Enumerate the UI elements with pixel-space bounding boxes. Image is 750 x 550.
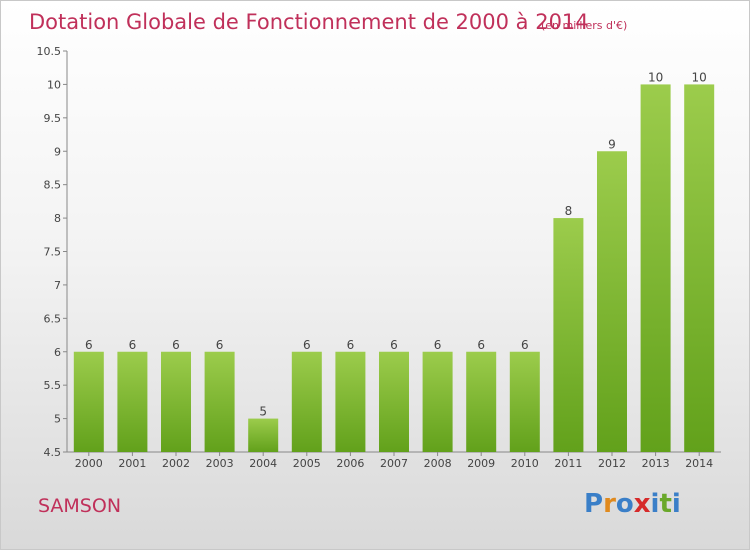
- data-label-2009: 6: [477, 338, 485, 352]
- bar-2004: [248, 418, 279, 452]
- commune-name: SAMSON: [38, 495, 122, 517]
- proxiti-logo[interactable]: Proxiti: [584, 489, 681, 519]
- bar-2009: [466, 351, 497, 452]
- x-tick-label-2001: 2001: [118, 457, 146, 470]
- chart-subtitle: (en milliers d'€): [541, 19, 627, 32]
- x-tick-label-2000: 2000: [75, 457, 103, 470]
- y-tick-label: 4.5: [44, 446, 62, 459]
- bar-2010: [509, 351, 540, 452]
- logo-letter: x: [633, 489, 651, 519]
- x-tick-label-2007: 2007: [380, 457, 408, 470]
- data-label-2002: 6: [172, 338, 180, 352]
- bar-2014: [684, 84, 715, 453]
- x-tick-label-2008: 2008: [424, 457, 452, 470]
- bar-2007: [379, 351, 409, 452]
- y-tick-label: 9.5: [44, 112, 62, 125]
- y-tick-label: 8.5: [44, 179, 62, 192]
- data-label-2010: 6: [521, 338, 529, 352]
- x-tick-label-2014: 2014: [685, 457, 713, 470]
- data-label-2012: 9: [608, 137, 616, 151]
- logo-letter: r: [603, 489, 616, 519]
- bar-2008: [422, 351, 453, 452]
- y-tick-label: 7.5: [44, 246, 62, 259]
- logo-letter: o: [615, 489, 634, 519]
- x-tick-label-2005: 2005: [293, 457, 321, 470]
- y-tick-label: 5: [54, 413, 61, 426]
- bar-2001: [117, 351, 148, 452]
- data-label-2006: 6: [347, 338, 355, 352]
- y-tick-label: 10.5: [37, 45, 62, 58]
- y-tick-label: 9: [54, 145, 61, 158]
- data-label-2003: 6: [216, 338, 224, 352]
- y-tick-label: 10: [47, 78, 61, 91]
- logo-letter: t: [659, 489, 672, 519]
- bar-2002: [161, 351, 191, 452]
- data-label-2001: 6: [129, 338, 137, 352]
- bar-2005: [291, 351, 322, 452]
- x-tick-label-2009: 2009: [467, 457, 495, 470]
- data-label-2004: 5: [259, 405, 267, 419]
- x-tick-label-2004: 2004: [249, 457, 277, 470]
- data-label-2013: 10: [648, 70, 663, 84]
- bar-2011: [553, 218, 584, 452]
- x-tick-label-2012: 2012: [598, 457, 626, 470]
- bar-2012: [597, 151, 627, 452]
- logo-letter: i: [671, 489, 681, 519]
- y-tick-label: 6: [54, 346, 61, 359]
- bar-2003: [204, 351, 235, 452]
- chart-title: Dotation Globale de Fonctionnement de 20…: [29, 10, 589, 34]
- data-label-2005: 6: [303, 338, 311, 352]
- x-tick-label-2002: 2002: [162, 457, 190, 470]
- bar-2000: [73, 351, 104, 452]
- x-tick-label-2010: 2010: [511, 457, 539, 470]
- data-label-2008: 6: [434, 338, 442, 352]
- data-label-2007: 6: [390, 338, 398, 352]
- y-tick-label: 6.5: [44, 312, 62, 325]
- data-label-2011: 8: [565, 204, 573, 218]
- y-tick-label: 7: [54, 279, 61, 292]
- data-label-2014: 10: [692, 70, 707, 84]
- bars: 6 2000 6 2001 6 2002 6 2003 5 2004 6 2005 6 2006 6 2007…: [73, 70, 715, 470]
- bar-2013: [640, 84, 671, 453]
- y-tick-label: 8: [54, 212, 61, 225]
- logo-letter: i: [650, 489, 660, 519]
- logo-letter: P: [584, 489, 604, 519]
- y-tick-label: 5.5: [44, 379, 62, 392]
- x-tick-label-2006: 2006: [336, 457, 364, 470]
- data-label-2000: 6: [85, 338, 93, 352]
- x-tick-label-2013: 2013: [642, 457, 670, 470]
- x-tick-label-2011: 2011: [554, 457, 582, 470]
- bar-2006: [335, 351, 366, 452]
- x-tick-label-2003: 2003: [206, 457, 234, 470]
